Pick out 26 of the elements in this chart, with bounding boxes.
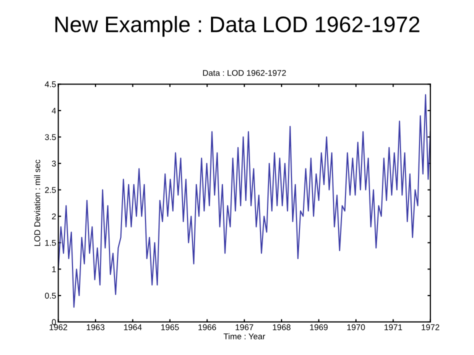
x-tick-label: 1965	[161, 324, 179, 330]
y-tick-label: 1.5	[45, 240, 56, 246]
x-tick-label: 1962	[50, 324, 68, 330]
x-tick-label: 1967	[236, 324, 254, 330]
chart-title: New Example : Data LOD 1962-1972	[55, 16, 420, 37]
x-tick-label: 1964	[124, 324, 142, 330]
x-tick-label: 1963	[86, 324, 104, 330]
x-tick-label: 1968	[272, 324, 290, 330]
y-tick-label: 4.5	[44, 81, 56, 88]
x-tick-label: 1971	[384, 324, 402, 330]
x-tick-label: 1972	[422, 324, 440, 330]
y-tick-label: 3.5	[44, 134, 56, 140]
y-tick-label: 0	[52, 319, 56, 326]
y-tick-label: 1	[52, 266, 56, 272]
y-tick-label: 2.5	[45, 187, 56, 193]
y-tick-label: 2	[52, 213, 56, 220]
y-tick-label: 0.5	[44, 292, 56, 299]
x-tick-label: 1969	[310, 324, 328, 330]
y-tick-label: 3	[52, 160, 56, 167]
y-axis-title: LOD Deviation : mil sec	[34, 160, 40, 246]
y-tick-label: 4	[52, 108, 56, 114]
chart-subtitle: Data : LOD 1962-1972	[203, 70, 286, 76]
x-tick-label: 1966	[198, 324, 216, 330]
x-axis-title: Time : Year	[224, 333, 266, 340]
line-series	[58, 94, 430, 308]
x-tick-label: 1970	[347, 324, 365, 330]
